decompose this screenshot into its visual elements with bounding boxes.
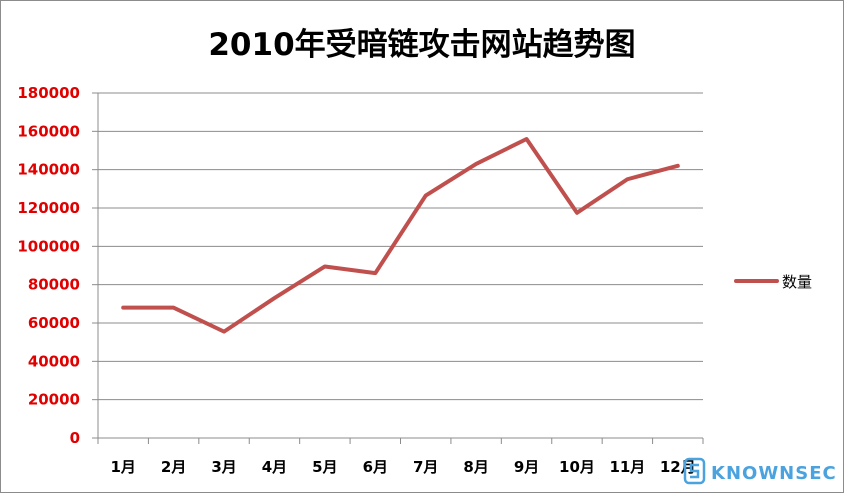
x-tick-label: 1月 (110, 458, 135, 476)
x-tick-label: 3月 (211, 458, 236, 476)
chart-title: 2010年受暗链攻击网站趋势图 (208, 27, 635, 63)
x-tick-label: 8月 (463, 458, 488, 476)
y-tick-label: 180000 (17, 84, 80, 102)
y-tick-label: 100000 (17, 237, 80, 255)
x-tick-label: 2月 (161, 458, 186, 476)
y-tick-label: 80000 (28, 276, 80, 294)
x-tick-label: 10月 (559, 458, 595, 476)
x-tick-label: 5月 (312, 458, 337, 476)
x-tick-label: 7月 (413, 458, 438, 476)
x-tick-label: 9月 (514, 458, 539, 476)
series-line-数量 (121, 137, 680, 334)
y-tick-label: 160000 (17, 122, 80, 140)
y-tick-label: 40000 (28, 352, 80, 370)
x-tick-label: 6月 (363, 458, 388, 476)
watermark-text: KNOWNSEC (711, 463, 837, 484)
y-tick-label: 0 (70, 429, 80, 447)
y-tick-label: 20000 (28, 391, 80, 409)
y-tick-label: 140000 (17, 161, 80, 179)
y-tick-label: 60000 (28, 314, 80, 332)
knownsec-watermark: KNOWNSEC (683, 457, 837, 485)
legend-label: 数量 (782, 273, 812, 291)
x-tick-label: 4月 (262, 458, 287, 476)
knownsec-logo-icon (683, 457, 706, 485)
y-tick-label: 120000 (17, 199, 80, 217)
x-tick-label: 11月 (609, 458, 645, 476)
x-tick-label: 12月 (660, 458, 696, 476)
